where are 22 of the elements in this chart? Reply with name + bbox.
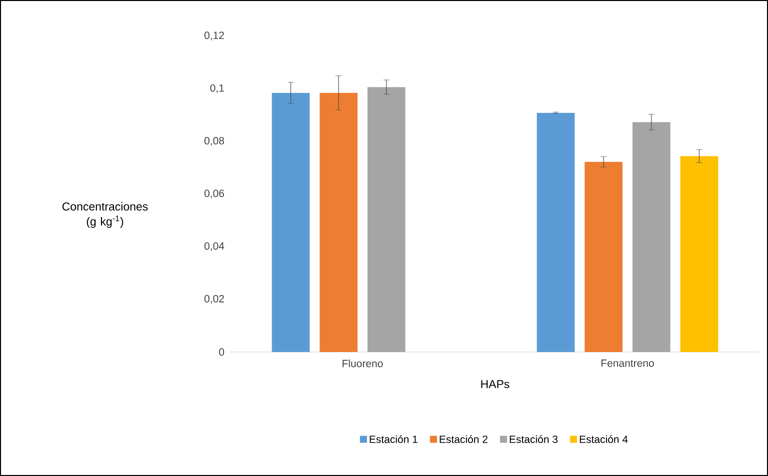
- bar: [680, 156, 718, 352]
- legend-label: Estación 2: [440, 435, 488, 444]
- y-tick-label: 0,1: [210, 84, 224, 93]
- x-tick-label: Fenantreno: [602, 360, 654, 367]
- bar: [272, 92, 310, 352]
- y-tick-label: 0,04: [204, 242, 224, 251]
- legend-label: Estación 1: [370, 435, 418, 444]
- y-tick-label: 0,08: [204, 136, 224, 146]
- y-tick-label: 0,06: [204, 190, 224, 198]
- x-tick-label: Fluoreno: [342, 360, 383, 368]
- bar: [536, 112, 575, 352]
- bar: [320, 92, 358, 352]
- y-axis-title: Concentraciones (g kg$^{-1}$): [62, 202, 148, 228]
- y-tick-label: 0,02: [204, 294, 224, 304]
- bar: [584, 162, 623, 352]
- legend-label: Estación 4: [580, 435, 628, 444]
- bar: [632, 122, 670, 352]
- y-tick-label: 0,12: [204, 32, 224, 40]
- x-axis-title: HAPs: [481, 380, 510, 388]
- legend-label: Estación 3: [510, 435, 558, 444]
- bar: [367, 87, 406, 352]
- y-tick-label: 0: [219, 348, 224, 356]
